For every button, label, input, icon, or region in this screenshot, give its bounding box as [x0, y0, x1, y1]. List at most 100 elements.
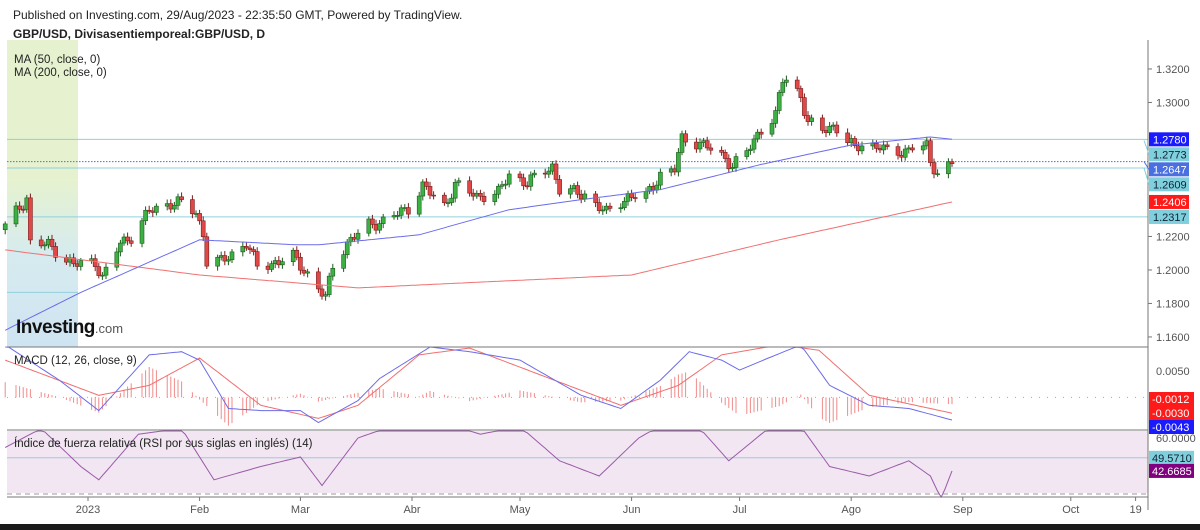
candle-body: [154, 205, 159, 213]
candle-body: [38, 239, 44, 247]
candle: [103, 262, 109, 279]
x-tick-label: Abr: [403, 504, 420, 516]
x-tick-label: Oct: [1062, 504, 1079, 516]
price-label-bg: [1149, 132, 1189, 147]
candle-body: [517, 173, 523, 179]
candle-body: [323, 294, 328, 297]
highlight-region: [7, 40, 78, 347]
candle: [323, 291, 328, 301]
y-tick-label: 1.2000: [1156, 265, 1190, 277]
candle-body: [305, 271, 310, 274]
candle-body: [467, 180, 472, 194]
candle-body: [708, 147, 714, 151]
y-tick-label: 1.2200: [1156, 231, 1190, 243]
candle: [294, 246, 300, 261]
candle: [798, 85, 804, 103]
candle: [845, 128, 850, 147]
candle: [452, 178, 458, 203]
y-tick-label: 1.3200: [1156, 64, 1190, 76]
candle: [395, 210, 400, 220]
macd-label: -0.0043: [1152, 422, 1189, 434]
candle-body: [506, 173, 512, 185]
price-label-bg: [1149, 209, 1189, 224]
candle: [377, 220, 382, 234]
candle-body: [582, 193, 588, 200]
candle: [600, 205, 606, 215]
candle-body: [179, 196, 184, 200]
ma200-line: [5, 201, 953, 289]
candle: [776, 89, 782, 115]
candle: [125, 232, 130, 246]
candle: [420, 179, 426, 201]
candle-body: [557, 179, 562, 195]
candle: [492, 190, 498, 206]
price-label: 1.2609: [1153, 179, 1187, 191]
candle: [755, 129, 760, 143]
candle: [42, 241, 48, 251]
candle: [154, 203, 159, 216]
candle: [53, 242, 58, 262]
candle-body: [568, 188, 573, 195]
candle: [704, 136, 710, 151]
candle: [431, 191, 436, 200]
rsi-label-bg: [1149, 450, 1194, 465]
candle: [449, 193, 454, 206]
candle-body: [254, 251, 260, 267]
candle: [521, 173, 526, 190]
candle-body: [143, 209, 148, 222]
candle-body: [200, 220, 206, 238]
price-label: 1.2317: [1153, 212, 1187, 224]
candle-body: [629, 193, 634, 198]
candle: [175, 193, 181, 210]
candle: [251, 246, 256, 256]
candle: [406, 203, 411, 219]
candle: [557, 174, 562, 197]
macd-label-bg: [1149, 420, 1194, 434]
candle-body: [697, 142, 703, 150]
candle: [280, 257, 285, 269]
published-note: Published on Investing.com, 29/Aug/2023 …: [13, 8, 463, 22]
candle-body: [920, 145, 926, 151]
candle-body: [726, 158, 732, 170]
macd-label-bg: [1149, 406, 1194, 420]
candle: [2, 221, 8, 235]
candle-body: [492, 193, 498, 202]
candle-body: [780, 82, 786, 93]
candle: [28, 193, 33, 245]
candle-body: [139, 220, 145, 244]
x-tick-label: Feb: [190, 504, 209, 516]
candle: [269, 260, 274, 273]
x-tick-label: Sep: [953, 504, 973, 516]
candle: [355, 229, 361, 244]
candle-body: [449, 197, 454, 203]
candle: [139, 218, 145, 248]
candle-body: [226, 259, 231, 262]
candle: [13, 201, 19, 227]
candle: [190, 195, 195, 219]
candle: [481, 191, 487, 206]
price-label: 1.2773: [1153, 149, 1187, 161]
candle-body: [341, 254, 346, 269]
candle: [467, 176, 472, 197]
candle: [416, 191, 422, 217]
candle-body: [503, 183, 508, 186]
candle: [398, 204, 404, 220]
candle-body: [28, 197, 33, 241]
price-label-connector: [1143, 167, 1150, 185]
candle-body: [722, 151, 728, 159]
y-tick-label: 1.3000: [1156, 97, 1190, 109]
y-tick-label: 1.1600: [1156, 332, 1190, 344]
candle: [172, 201, 177, 213]
candle-body: [730, 167, 735, 170]
candle: [118, 239, 123, 257]
candle: [319, 284, 325, 300]
candle-body: [622, 200, 627, 209]
candle-body: [175, 196, 181, 206]
candle: [532, 169, 537, 178]
candle: [809, 114, 814, 126]
candle-body: [269, 263, 274, 270]
candle-body: [748, 148, 753, 151]
price-label-bg: [1149, 177, 1189, 192]
candle-body: [456, 180, 462, 183]
